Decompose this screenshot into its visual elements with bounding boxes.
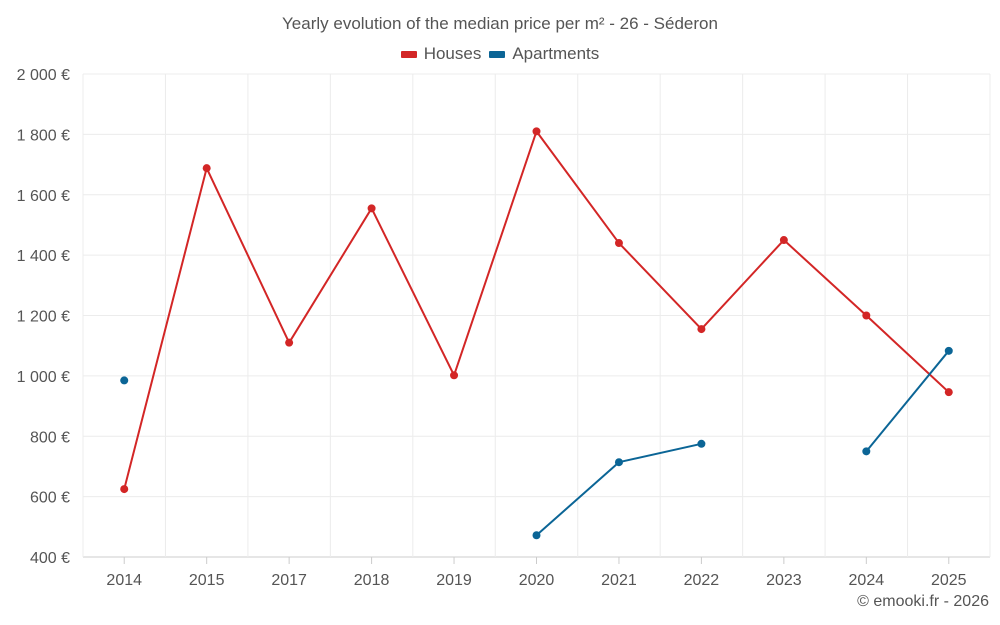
series-layer bbox=[120, 127, 953, 540]
x-tick-label: 2018 bbox=[354, 572, 390, 589]
x-tick-label: 2017 bbox=[271, 572, 307, 589]
data-point-houses bbox=[944, 388, 953, 397]
legend-swatch-houses bbox=[400, 50, 417, 58]
data-point-houses bbox=[367, 204, 376, 213]
x-tick-label: 2024 bbox=[849, 572, 885, 589]
data-point-houses bbox=[120, 485, 129, 494]
y-tick-label: 2 000 € bbox=[17, 67, 70, 84]
legend-item-apartments[interactable]: Apartments bbox=[489, 44, 599, 64]
data-point-houses bbox=[285, 338, 294, 347]
data-point-houses bbox=[779, 236, 788, 245]
y-tick-label: 1 600 € bbox=[17, 188, 70, 205]
chart-title: Yearly evolution of the median price per… bbox=[282, 14, 718, 33]
x-tick-label: 2015 bbox=[189, 572, 225, 589]
data-point-houses bbox=[450, 371, 459, 380]
series-line-apartments bbox=[865, 350, 950, 452]
x-tick-label: 2022 bbox=[684, 572, 720, 589]
x-tick-label: 2021 bbox=[601, 572, 637, 589]
y-tick-label: 1 000 € bbox=[17, 369, 70, 386]
data-point-apartments bbox=[532, 531, 541, 540]
y-tick-label: 1 800 € bbox=[17, 127, 70, 144]
x-tick-label: 2020 bbox=[519, 572, 555, 589]
y-tick-label: 400 € bbox=[30, 550, 70, 567]
legend-swatch-apartments bbox=[489, 50, 506, 58]
y-tick-label: 1 400 € bbox=[17, 248, 70, 265]
data-point-apartments bbox=[697, 439, 706, 448]
x-tick-label: 2019 bbox=[436, 572, 472, 589]
data-point-apartments bbox=[614, 458, 623, 467]
x-tick-label: 2014 bbox=[106, 572, 142, 589]
legend-item-houses[interactable]: Houses bbox=[400, 44, 482, 64]
data-point-houses bbox=[614, 239, 623, 248]
data-point-houses bbox=[532, 127, 541, 136]
data-point-houses bbox=[862, 311, 871, 320]
y-tick-label: 800 € bbox=[30, 429, 70, 446]
data-point-houses bbox=[202, 164, 211, 173]
axis-layer: 400 € 600 € 800 € 1 000 € 1 200 € 1 400 € 1 60… bbox=[17, 67, 967, 589]
y-tick-label: 600 € bbox=[30, 490, 70, 507]
x-tick-label: 2025 bbox=[931, 572, 967, 589]
y-tick-label: 1 200 € bbox=[17, 309, 70, 326]
chart-legend: Houses Apartments bbox=[0, 44, 1000, 64]
series-line-apartments bbox=[535, 442, 702, 537]
grid-layer bbox=[82, 73, 991, 558]
data-point-apartments bbox=[120, 376, 129, 385]
legend-label-apartments: Apartments bbox=[512, 44, 600, 63]
data-point-apartments bbox=[862, 447, 871, 456]
legend-label-houses: Houses bbox=[423, 44, 482, 63]
data-point-apartments bbox=[944, 346, 953, 355]
credit-text: © emooki.fr - 2026 bbox=[857, 593, 989, 610]
data-point-houses bbox=[697, 325, 706, 334]
x-tick-label: 2023 bbox=[766, 572, 802, 589]
